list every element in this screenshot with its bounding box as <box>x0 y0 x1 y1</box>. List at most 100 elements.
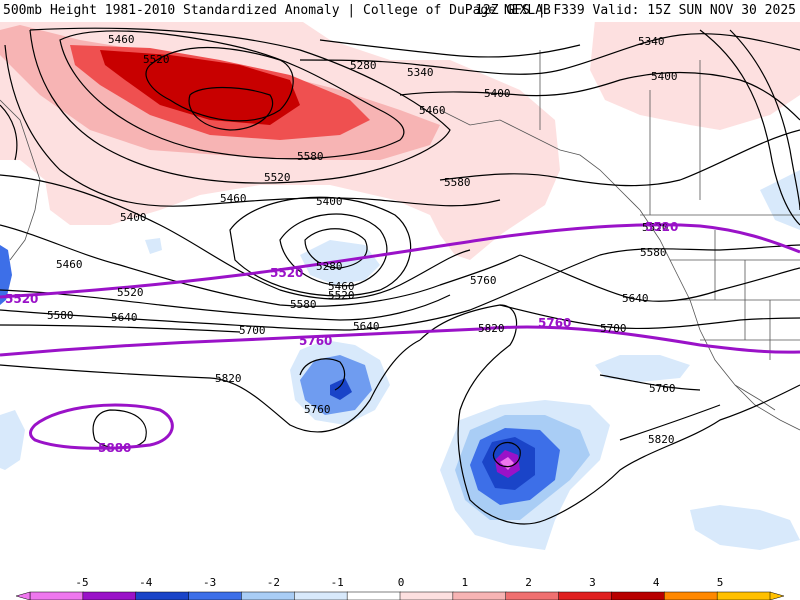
contour-line <box>619 404 721 441</box>
contour-line <box>4 44 501 207</box>
contour-label: 5280 <box>350 59 377 72</box>
contour-line <box>0 244 800 331</box>
colorbar-segment <box>188 591 243 600</box>
contour-line <box>399 71 800 121</box>
contour-label: 5400 <box>651 70 678 83</box>
contour-label: 5520 <box>264 171 291 184</box>
contour-label: 5400 <box>120 211 147 224</box>
reference-label: 5520 <box>645 220 678 234</box>
colorbar-tick-label: 5 <box>717 576 724 589</box>
positive-anomaly-4sd <box>100 50 300 125</box>
colorbar-tick-label: -5 <box>75 576 88 589</box>
colorbar-segment <box>664 591 718 600</box>
colorbar-max-arrow <box>769 591 785 600</box>
colorbar-tick-label: -2 <box>267 576 280 589</box>
contour-line <box>188 86 274 131</box>
contour-label: 5580 <box>297 150 324 163</box>
contour-line <box>419 304 800 525</box>
colorbar-tick-label: 4 <box>653 576 660 589</box>
colorbar: -5 -4 -3 -2 -1 0 1 2 3 4 5 <box>15 576 785 600</box>
siberia-coast <box>0 99 41 261</box>
contour-label: 5820 <box>215 372 242 385</box>
negative-anomaly-east <box>595 355 690 382</box>
contour-label: 5400 <box>484 87 511 100</box>
colorbar-tick-label: 3 <box>589 576 596 589</box>
reference-label: 5880 <box>98 441 131 455</box>
contour-line <box>699 29 800 226</box>
negative-anomaly-low1-core <box>330 378 352 400</box>
colorbar-segment <box>716 591 771 600</box>
colorbar-segment <box>611 591 666 600</box>
contour-label: 5760 <box>649 382 676 395</box>
contour-label: 5640 <box>353 320 380 333</box>
contour-line <box>729 29 800 211</box>
contour-label: 5820 <box>648 433 675 446</box>
negative-anomaly-small-1 <box>145 238 162 254</box>
reference-label: 5760 <box>538 316 571 330</box>
colorbar-segment <box>399 591 454 600</box>
contour-line <box>29 27 451 184</box>
contour-label: 5700 <box>600 322 627 335</box>
contour-line <box>145 46 294 122</box>
colorbar-min-arrow <box>15 591 31 600</box>
anomaly-shading <box>0 20 800 550</box>
contour-label: 5340 <box>638 35 665 48</box>
alaska-coast <box>439 109 641 211</box>
contour-line <box>499 304 800 330</box>
contour-line <box>229 196 412 297</box>
colorbar-segment <box>241 591 296 600</box>
contour-label: 5580 <box>290 298 317 311</box>
state-borders <box>670 230 800 360</box>
negative-anomaly-ne-edge <box>760 170 800 230</box>
contour-label: 5580 <box>640 246 667 259</box>
colorbar-segment <box>135 591 190 600</box>
contour-line <box>319 39 581 58</box>
contour-labels: 5460 5520 5280 5340 5400 5460 5580 5520 … <box>47 33 678 446</box>
contour-line <box>0 224 521 307</box>
reference-contours <box>0 223 800 450</box>
colorbar-tick-label: 1 <box>461 576 468 589</box>
height-contours <box>0 27 800 525</box>
contour-line <box>0 324 241 333</box>
colorbar-tick-label: 0 <box>398 576 405 589</box>
positive-anomaly-1sd-ne <box>590 20 800 130</box>
contour-label: 5460 <box>56 258 83 271</box>
reference-label: 5520 <box>5 292 38 306</box>
contour-label: 5520 <box>117 286 144 299</box>
colorbar-segment <box>505 591 560 600</box>
contour-line <box>0 289 451 321</box>
colorbar-segment <box>294 591 348 600</box>
contour-label: 5640 <box>622 292 649 305</box>
contour-label: 5460 <box>220 192 247 205</box>
contour-label: 5520 <box>642 221 669 234</box>
chart-title: 500mb Height 1981-2010 Standardized Anom… <box>3 3 551 18</box>
contour-label: 5820 <box>478 322 505 335</box>
header-bar: 500mb Height 1981-2010 Standardized Anom… <box>0 0 800 22</box>
contour-line <box>439 129 800 187</box>
contour-line <box>59 30 405 160</box>
contour-line <box>299 358 346 391</box>
contour-label: 5580 <box>444 176 471 189</box>
contour-label: 5580 <box>47 309 74 322</box>
contour-label: 5460 <box>108 33 135 46</box>
reference-5520-line <box>0 223 800 299</box>
reference-labels: 5520 5520 5520 5760 5760 5880 <box>5 220 678 455</box>
colorbar-segment <box>452 591 507 600</box>
contour-line <box>519 254 800 302</box>
negative-anomaly-se <box>690 505 800 550</box>
contour-label: 5760 <box>470 274 497 287</box>
colorbar-segment <box>346 591 401 600</box>
model-run-info: 12Z GFS | F339 Valid: 15Z SUN NOV 30 202… <box>475 3 796 18</box>
contour-label: 5640 <box>111 311 138 324</box>
contour-label: 5520 <box>143 53 170 66</box>
contour-line <box>0 174 471 300</box>
contour-line <box>279 213 388 287</box>
contour-label: 5340 <box>407 66 434 79</box>
colorbar-segment <box>82 591 137 600</box>
contour-line <box>0 339 421 433</box>
baja <box>734 384 776 411</box>
colorbar-tick-label: 2 <box>525 576 532 589</box>
negative-anomaly-west-edge <box>0 410 25 470</box>
